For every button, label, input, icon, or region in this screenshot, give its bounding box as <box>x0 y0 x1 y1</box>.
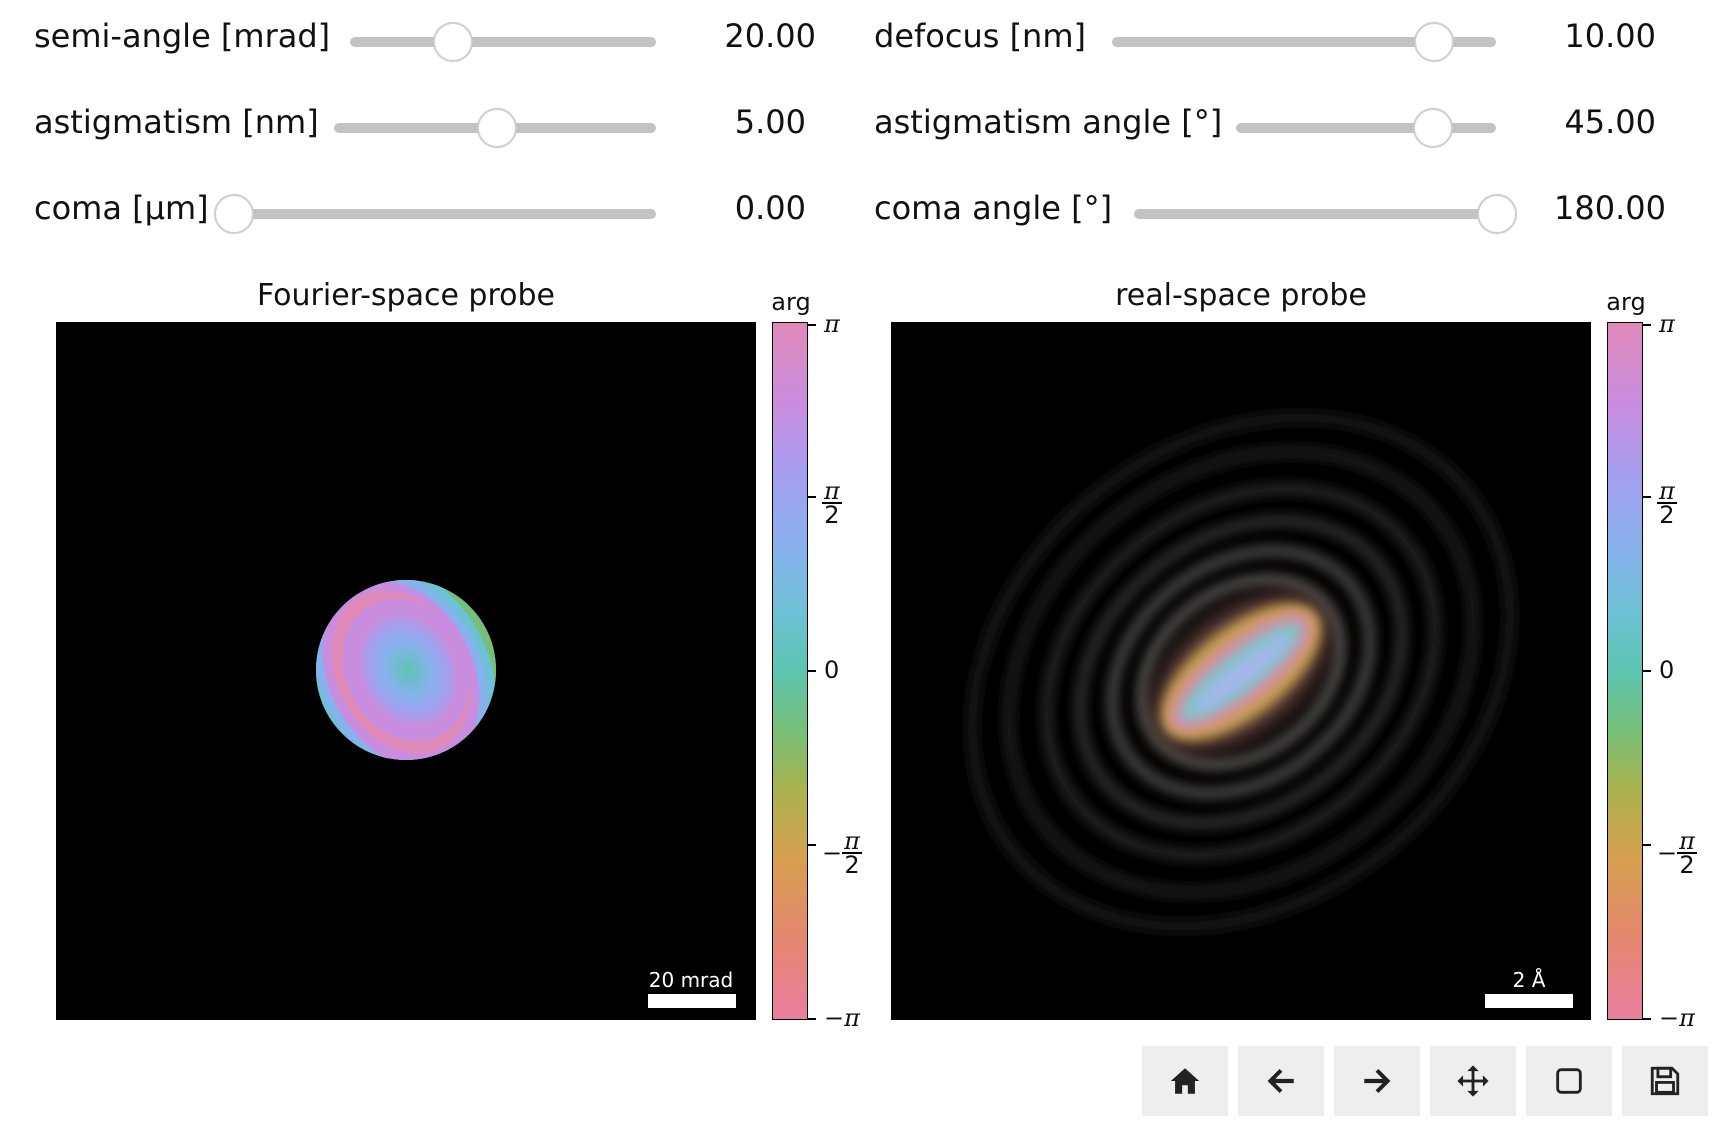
real-axes[interactable]: 2 Å <box>891 322 1591 1020</box>
colorbar-tick <box>808 1018 816 1020</box>
slider-label: defocus [nm] <box>874 17 1086 55</box>
fourier-plot-title: Fourier-space probe <box>256 278 556 313</box>
slider-thumb[interactable] <box>214 194 254 234</box>
real-image <box>967 412 1515 932</box>
fourier-axes[interactable]: 20 mrad <box>56 322 756 1020</box>
colorbar-tick <box>1643 496 1651 498</box>
colorbar-label-neg-pi: −π <box>1659 1004 1695 1032</box>
colorbar-tick <box>1643 670 1651 672</box>
frac-den: 2 <box>1679 851 1695 879</box>
frac-num: π <box>822 477 842 505</box>
real-scalebar-label: 2 Å <box>1512 968 1546 992</box>
slider-label: astigmatism angle [°] <box>874 103 1223 141</box>
colorbar-label-pi: π <box>1659 310 1675 338</box>
colorbar-tick <box>808 324 816 326</box>
slider-thumb[interactable] <box>1414 22 1454 62</box>
real-colorbar-title: arg <box>1606 288 1646 316</box>
slider-thumb[interactable] <box>1477 194 1517 234</box>
home-icon <box>1170 1068 1200 1094</box>
slider-astigmatism-angle: astigmatism angle [°] 45.00 <box>0 92 1712 152</box>
slider-label: coma [µm] <box>34 189 209 227</box>
colorbar-label-zero: 0 <box>824 656 840 684</box>
fourier-scalebar-label: 20 mrad <box>648 968 734 992</box>
slider-track[interactable] <box>224 209 656 219</box>
slider-defocus: defocus [nm] 10.00 <box>0 6 1712 66</box>
colorbar-tick <box>1643 1018 1651 1020</box>
slider-semi-angle: semi-angle [mrad] 20.00 <box>0 6 840 66</box>
back-arrow-icon <box>1267 1068 1294 1094</box>
minus-sign: − <box>822 839 843 867</box>
colorbar-label-pi: π <box>824 310 840 338</box>
real-scalebar <box>1485 994 1573 1008</box>
colorbar-tick <box>1643 324 1651 326</box>
slider-value: 45.00 <box>1564 103 1656 141</box>
colorbar-tick <box>808 844 816 846</box>
slider-value: 0.00 <box>734 189 806 227</box>
slider-astigmatism: astigmatism [nm] 5.00 <box>0 92 840 152</box>
back-button[interactable] <box>1238 1046 1324 1116</box>
frac-den: 2 <box>1659 501 1675 529</box>
home-button[interactable] <box>1142 1046 1228 1116</box>
minus-sign: − <box>1657 839 1678 867</box>
frac-den: 2 <box>844 851 860 879</box>
fourier-colorbar-title: arg <box>771 288 811 316</box>
zoom-rect-icon <box>1556 1068 1582 1094</box>
slider-value: 10.00 <box>1564 17 1656 55</box>
slider-value: 20.00 <box>724 17 816 55</box>
slider-thumb[interactable] <box>433 22 473 62</box>
slider-track[interactable] <box>350 37 656 47</box>
real-colorbar <box>1607 322 1643 1020</box>
frac-den: 2 <box>824 501 840 529</box>
colorbar-label-neg-half-pi: − π 2 <box>1657 827 1697 879</box>
forward-arrow-icon <box>1364 1068 1391 1094</box>
slider-coma-angle: coma angle [°] 180.00 <box>0 178 1712 238</box>
slider-thumb[interactable] <box>1413 108 1453 148</box>
slider-thumb[interactable] <box>477 108 517 148</box>
colorbar-label-neg-half-pi: − π 2 <box>822 827 862 879</box>
fourier-image <box>316 580 496 760</box>
slider-value: 5.00 <box>734 103 806 141</box>
slider-label: astigmatism [nm] <box>34 103 319 141</box>
zoom-rect-button[interactable] <box>1526 1046 1612 1116</box>
colorbar-label-zero: 0 <box>1659 656 1675 684</box>
frac-num: π <box>1677 827 1697 855</box>
save-icon <box>1650 1066 1680 1096</box>
fourier-scalebar <box>648 994 736 1008</box>
slider-coma: coma [µm] 0.00 <box>0 178 840 238</box>
slider-track[interactable] <box>1236 123 1496 133</box>
frac-num: π <box>1657 477 1677 505</box>
colorbar-tick <box>808 496 816 498</box>
fourier-colorbar <box>772 322 808 1020</box>
save-button[interactable] <box>1622 1046 1708 1116</box>
slider-label: semi-angle [mrad] <box>34 17 331 55</box>
colorbar-label-neg-pi: −π <box>824 1004 860 1032</box>
colorbar-tick <box>808 670 816 672</box>
frac-num: π <box>842 827 862 855</box>
pan-button[interactable] <box>1430 1046 1516 1116</box>
slider-track[interactable] <box>1134 209 1514 219</box>
slider-label: coma angle [°] <box>874 189 1113 227</box>
slider-track[interactable] <box>1112 37 1496 47</box>
colorbar-tick <box>1643 844 1651 846</box>
slider-value: 180.00 <box>1554 189 1666 227</box>
real-plot-title: real-space probe <box>1115 278 1367 313</box>
pan-icon <box>1457 1065 1489 1097</box>
forward-button[interactable] <box>1334 1046 1420 1116</box>
